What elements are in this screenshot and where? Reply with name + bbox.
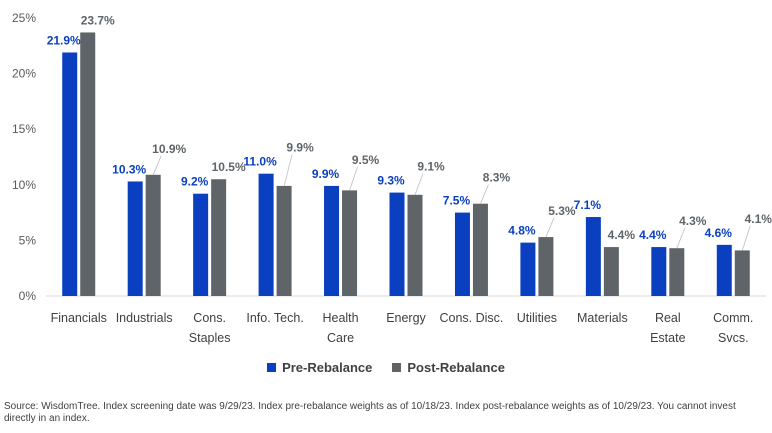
- bar-pre-rebalance: [62, 52, 78, 296]
- data-label-post-rebalance: 23.7%: [81, 13, 115, 27]
- data-label-leader: [545, 217, 555, 238]
- bar-chart: 0% 5% 10% 15% 20% 25% 21.9%23.7% Financials 10.3…: [12, 11, 772, 345]
- y-tick-label: 15%: [12, 122, 36, 136]
- data-label-post-rebalance: 9.5%: [352, 153, 380, 167]
- bar-pre-rebalance: [520, 242, 536, 296]
- data-label-pre-rebalance: 9.9%: [312, 167, 340, 181]
- bar-post-rebalance: [80, 32, 96, 297]
- bar-pre-rebalance: [193, 193, 209, 296]
- data-label-pre-rebalance: 4.4%: [639, 228, 667, 242]
- bar-post-rebalance: [538, 237, 554, 296]
- data-label-pre-rebalance: 9.2%: [181, 175, 209, 189]
- x-category-label: Cons.: [193, 311, 226, 325]
- x-category-label: Materials: [577, 311, 628, 325]
- bar-post-rebalance: [145, 174, 161, 296]
- data-label-post-rebalance: 9.9%: [286, 141, 314, 155]
- bar-post-rebalance: [211, 179, 227, 296]
- data-label-post-rebalance: 4.4%: [608, 228, 636, 242]
- data-label-pre-rebalance: 7.5%: [443, 194, 471, 208]
- legend-label-post: Post-Rebalance: [407, 360, 505, 375]
- bar-pre-rebalance: [324, 185, 340, 296]
- data-label-post-rebalance: 9.1%: [417, 160, 445, 174]
- x-category-label: Comm.: [713, 311, 753, 325]
- y-tick-label: 25%: [12, 11, 36, 25]
- bar-pre-rebalance: [651, 247, 667, 296]
- data-label-pre-rebalance: 9.3%: [377, 174, 405, 188]
- data-label-pre-rebalance: 21.9%: [47, 33, 81, 47]
- data-label-post-rebalance: 4.3%: [679, 214, 707, 228]
- x-category-label: Real: [655, 311, 681, 325]
- data-label-leader: [480, 184, 489, 204]
- bar-pre-rebalance: [389, 192, 405, 296]
- legend-swatch-pre: [267, 363, 277, 372]
- y-tick-label: 20%: [12, 67, 36, 81]
- data-label-pre-rebalance: 4.8%: [508, 224, 536, 238]
- bar-post-rebalance: [342, 190, 358, 296]
- bar-pre-rebalance: [127, 181, 143, 296]
- data-label-post-rebalance: 5.3%: [548, 204, 576, 218]
- x-category-label: Utilities: [517, 311, 557, 325]
- data-label-pre-rebalance: 11.0%: [243, 155, 277, 169]
- data-label-leader: [741, 225, 751, 251]
- legend-label-pre: Pre-Rebalance: [282, 360, 373, 375]
- data-label-pre-rebalance: 7.1%: [574, 198, 602, 212]
- source-note: Source: WisdomTree. Index screening date…: [4, 401, 736, 424]
- bar-post-rebalance: [603, 247, 619, 296]
- bar-post-rebalance: [669, 248, 685, 296]
- bar-post-rebalance: [407, 194, 423, 296]
- bar-pre-rebalance: [716, 244, 732, 296]
- legend-swatch-post: [392, 363, 402, 372]
- data-label-leader: [349, 166, 358, 191]
- legend-item-post: Post-Rebalance: [392, 360, 505, 375]
- y-tick-label: 0%: [19, 289, 37, 303]
- bar-post-rebalance: [276, 185, 292, 296]
- x-category-label: Svcs.: [718, 331, 749, 345]
- bar-pre-rebalance: [454, 212, 470, 296]
- x-category-label: Industrials: [116, 311, 173, 325]
- data-label-leader: [283, 154, 293, 187]
- data-label-post-rebalance: 10.5%: [212, 160, 246, 174]
- chart-legend: Pre-Rebalance Post-Rebalance: [0, 360, 772, 375]
- x-category-label: Financials: [51, 311, 107, 325]
- data-label-post-rebalance: 8.3%: [483, 171, 511, 185]
- y-tick-label: 10%: [12, 178, 36, 192]
- data-label-post-rebalance: 10.9%: [152, 142, 186, 156]
- data-label-pre-rebalance: 4.6%: [705, 226, 733, 240]
- x-category-label: Cons. Disc.: [440, 311, 504, 325]
- x-category-label: Care: [327, 331, 354, 345]
- x-category-label: Energy: [386, 311, 426, 325]
- bar-post-rebalance: [734, 250, 750, 296]
- data-label-leader: [414, 173, 424, 195]
- x-category-label: Health: [322, 311, 358, 325]
- legend-item-pre: Pre-Rebalance: [267, 360, 372, 375]
- y-tick-label: 5%: [19, 233, 37, 247]
- data-label-leader: [152, 155, 162, 175]
- bar-pre-rebalance: [585, 217, 601, 296]
- x-category-label: Info. Tech.: [246, 311, 303, 325]
- bar-pre-rebalance: [258, 173, 274, 296]
- data-label-post-rebalance: 4.1%: [745, 212, 772, 226]
- x-category-label: Estate: [650, 331, 685, 345]
- x-category-label: Staples: [189, 331, 231, 345]
- data-label-pre-rebalance: 10.3%: [112, 162, 146, 176]
- data-label-leader: [676, 227, 686, 249]
- bar-post-rebalance: [472, 203, 488, 296]
